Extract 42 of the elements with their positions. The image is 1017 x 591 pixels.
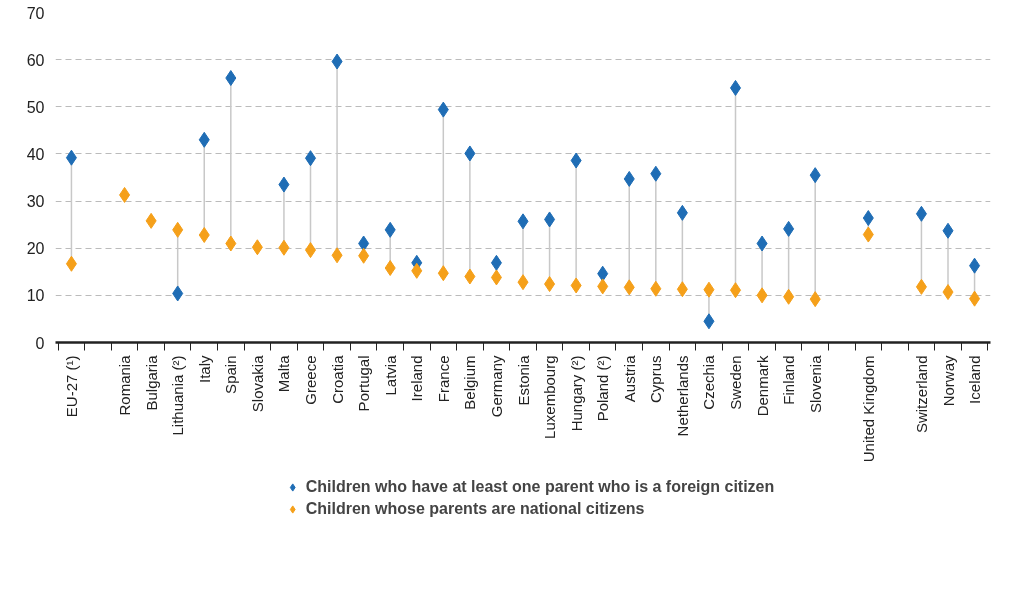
x-tick-label: Greece	[302, 355, 319, 405]
x-tick-label: Poland (²)	[594, 355, 612, 422]
y-tick-label: 30	[26, 193, 45, 211]
x-tick-label: Denmark	[753, 355, 771, 417]
x-tick-label: EU-27 (¹)	[62, 355, 80, 418]
y-tick-label: 40	[26, 145, 45, 163]
x-tick-label: Finland	[780, 355, 798, 405]
x-tick-label: Hungary (²)	[567, 355, 585, 432]
y-tick-label: 50	[26, 98, 45, 116]
x-tick-label: Netherlands	[673, 355, 691, 437]
x-tick-label: Ireland	[408, 355, 426, 402]
x-tick-label: Estonia	[514, 354, 532, 406]
x-tick-label: Iceland	[966, 355, 984, 404]
x-tick-label: Lithuania (²)	[169, 355, 187, 436]
x-tick-label: Bulgaria	[142, 354, 160, 411]
x-tick-label: Germany	[487, 355, 505, 418]
y-tick-label: 60	[26, 51, 45, 69]
x-tick-label: Croatia	[328, 354, 346, 404]
x-tick-label: Austria	[620, 354, 638, 403]
x-tick-label: Portugal	[355, 355, 373, 412]
y-tick-label: 20	[26, 240, 45, 258]
x-tick-label: Slovakia	[248, 354, 266, 413]
x-tick-label: Spain	[222, 355, 240, 394]
y-tick-label: 70	[26, 4, 45, 22]
x-tick-label: Sweden	[727, 355, 744, 410]
legend-label: Children whose parents are national citizens	[305, 500, 645, 518]
x-tick-label: United Kingdom	[859, 355, 877, 463]
x-tick-label: Italy	[195, 355, 213, 384]
y-tick-label: 10	[26, 287, 45, 305]
x-tick-label: Slovenia	[806, 354, 824, 414]
x-tick-label: Czechia	[700, 354, 718, 410]
x-tick-label: Switzerland	[912, 355, 930, 434]
y-tick-label: 0	[35, 334, 45, 352]
x-tick-label: France	[434, 355, 452, 403]
x-tick-label: Cyprus	[647, 355, 665, 404]
legend-label: Children who have at least one parent who is a foreign citizen	[305, 478, 775, 496]
x-tick-label: Romania	[116, 354, 134, 416]
x-tick-label: Latvia	[381, 354, 399, 396]
x-tick-label: Belgium	[461, 355, 479, 410]
x-tick-label: Malta	[275, 354, 293, 393]
x-tick-label: Luxembourg	[541, 355, 559, 439]
x-tick-label: Norway	[939, 355, 957, 407]
